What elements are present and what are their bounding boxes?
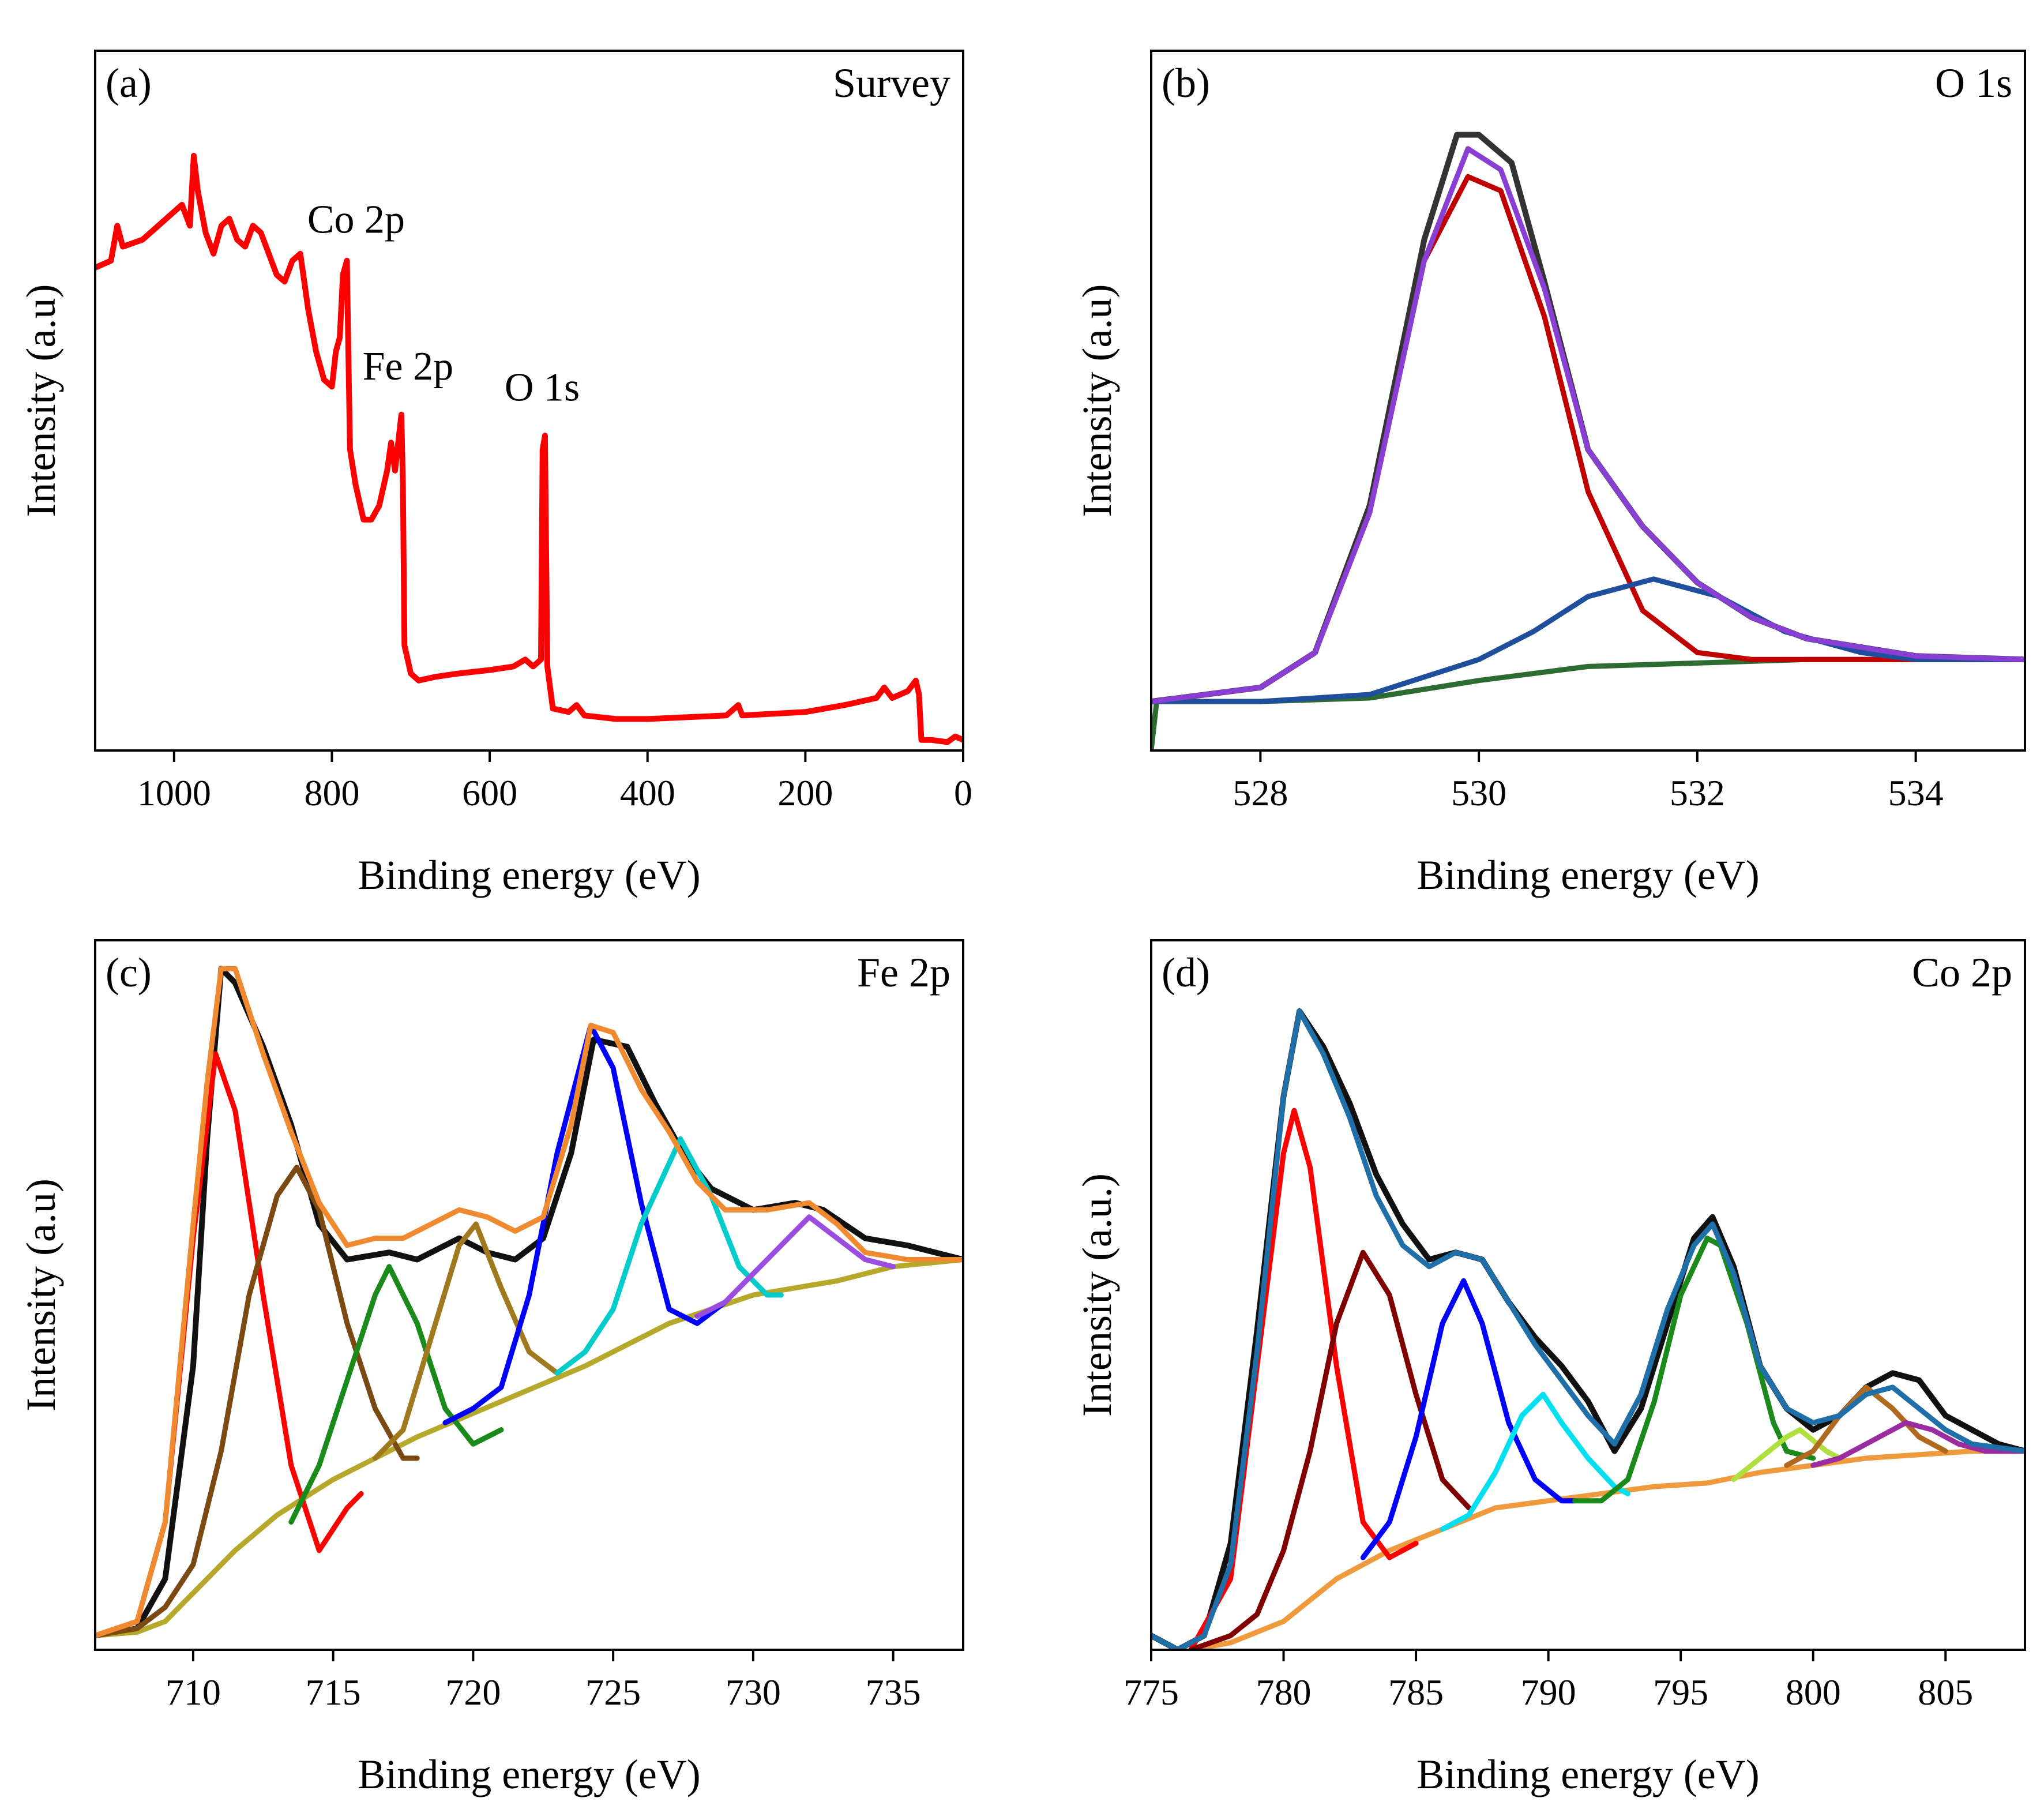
- x-tick-label: 0: [954, 772, 972, 813]
- series-line-co-2p3-2-satellite-2: [1440, 1391, 1630, 1532]
- series-group: [95, 153, 963, 745]
- plot-frame: [1150, 939, 2026, 1651]
- peak-annotation: Co 2p: [307, 197, 405, 242]
- panel-tag: (d): [1162, 949, 1210, 996]
- x-tick-label: 780: [1256, 1672, 1312, 1713]
- series-line-adsorbed-o-peak: [1151, 576, 2025, 704]
- panel-title: O 1s: [1935, 60, 2012, 106]
- series-line-co-2p3-2-satellite: [1360, 1278, 1577, 1560]
- x-tick-label: 730: [726, 1672, 781, 1713]
- x-tick-label: 790: [1521, 1672, 1576, 1713]
- x-tick-label: 720: [445, 1672, 501, 1713]
- panel-tag: (c): [106, 949, 152, 996]
- panel-tag: (a): [106, 60, 152, 106]
- x-tick-label: 528: [1233, 772, 1288, 813]
- x-tick-label: 795: [1653, 1672, 1708, 1713]
- peak-annotation: O 1s: [505, 366, 580, 410]
- plot-frame: [1150, 50, 2026, 752]
- series-group: [1151, 1008, 2025, 1650]
- series-group: [95, 966, 963, 1639]
- series-group: [1151, 132, 2025, 750]
- series-line-envelope: [1151, 1008, 2025, 1650]
- x-tick-label: 775: [1124, 1672, 1179, 1713]
- series-line-co-2p1-2-purple-: [1810, 1420, 2025, 1468]
- x-tick-label: 400: [620, 772, 675, 813]
- series-line-fe-satellite-3: [694, 1214, 896, 1319]
- x-tick-label: 805: [1918, 1672, 1973, 1713]
- x-tick-label: 715: [306, 1672, 361, 1713]
- x-tick-label: 785: [1388, 1672, 1444, 1713]
- x-axis-title: Binding energy (eV): [358, 1751, 701, 1797]
- y-axis-title: Intensity (a.u): [1074, 284, 1120, 517]
- x-tick-label: 800: [304, 772, 359, 813]
- x-axis-title: Binding energy (eV): [358, 852, 701, 898]
- x-tick-label: 532: [1670, 772, 1725, 813]
- x-tick-label: 1000: [137, 772, 211, 813]
- panel-title: Survey: [833, 60, 950, 106]
- x-tick-label: 725: [585, 1672, 641, 1713]
- y-axis-title: Intensity (a.u): [18, 1179, 64, 1412]
- series-line-co2-2p3-2: [1188, 1249, 1472, 1650]
- panel-a: 1000 800 600 400 200 0 Binding energy (eV) Inte…: [18, 50, 972, 898]
- plot-frame: [94, 939, 964, 1651]
- x-tick-label: 800: [1786, 1672, 1841, 1713]
- x-tick-label: 710: [166, 1672, 221, 1713]
- series-line-fe3-2p3-2: [95, 1165, 420, 1638]
- x-tick-label: 534: [1888, 772, 1944, 813]
- x-tick-label: 735: [866, 1672, 921, 1713]
- panel-tag: (b): [1162, 60, 1210, 106]
- y-axis-title: Intensity (a.u.): [1074, 1173, 1120, 1417]
- panel-title: Fe 2p: [857, 949, 950, 996]
- panel-c: 710 715 720 725 730 735 Binding energy (eV) Int…: [18, 939, 964, 1797]
- x-tick-label: 600: [462, 772, 517, 813]
- peak-annotation: Fe 2p: [363, 344, 454, 389]
- series-line-background: [1188, 1448, 2025, 1650]
- series-line-co-2p1-2-satellite: [1731, 1427, 1843, 1483]
- plot-frame: [94, 50, 964, 752]
- panel-d: 775 780 785 790 795 800 805 Binding energy (eV)…: [1074, 939, 2026, 1797]
- series-line-survey: [95, 153, 963, 745]
- series-line-satellite-2: [373, 1221, 560, 1461]
- series-line-envelope: [1151, 146, 2025, 704]
- series-line-envelope: [95, 966, 963, 1638]
- x-tick-label: 530: [1451, 772, 1506, 813]
- x-tick-label: 200: [777, 772, 833, 813]
- y-axis-title: Intensity (a.u): [18, 284, 64, 517]
- series-line-background: [95, 1257, 963, 1638]
- series-line-co-2p1-2-brown-: [1784, 1384, 1948, 1468]
- series-line-satellite-1: [288, 1264, 504, 1525]
- series-line-co-2p1-2-green-: [1572, 1236, 1816, 1504]
- panel-title: Co 2p: [1912, 949, 2012, 996]
- x-axis-title: Binding energy (eV): [1416, 1751, 1760, 1797]
- panel-b: 528 530 532 534 Binding energy (eV) Intensity…: [1074, 50, 2026, 898]
- series-line-fe-2p1-2-sat-: [554, 1136, 784, 1376]
- x-axis-title: Binding energy (eV): [1416, 852, 1760, 898]
